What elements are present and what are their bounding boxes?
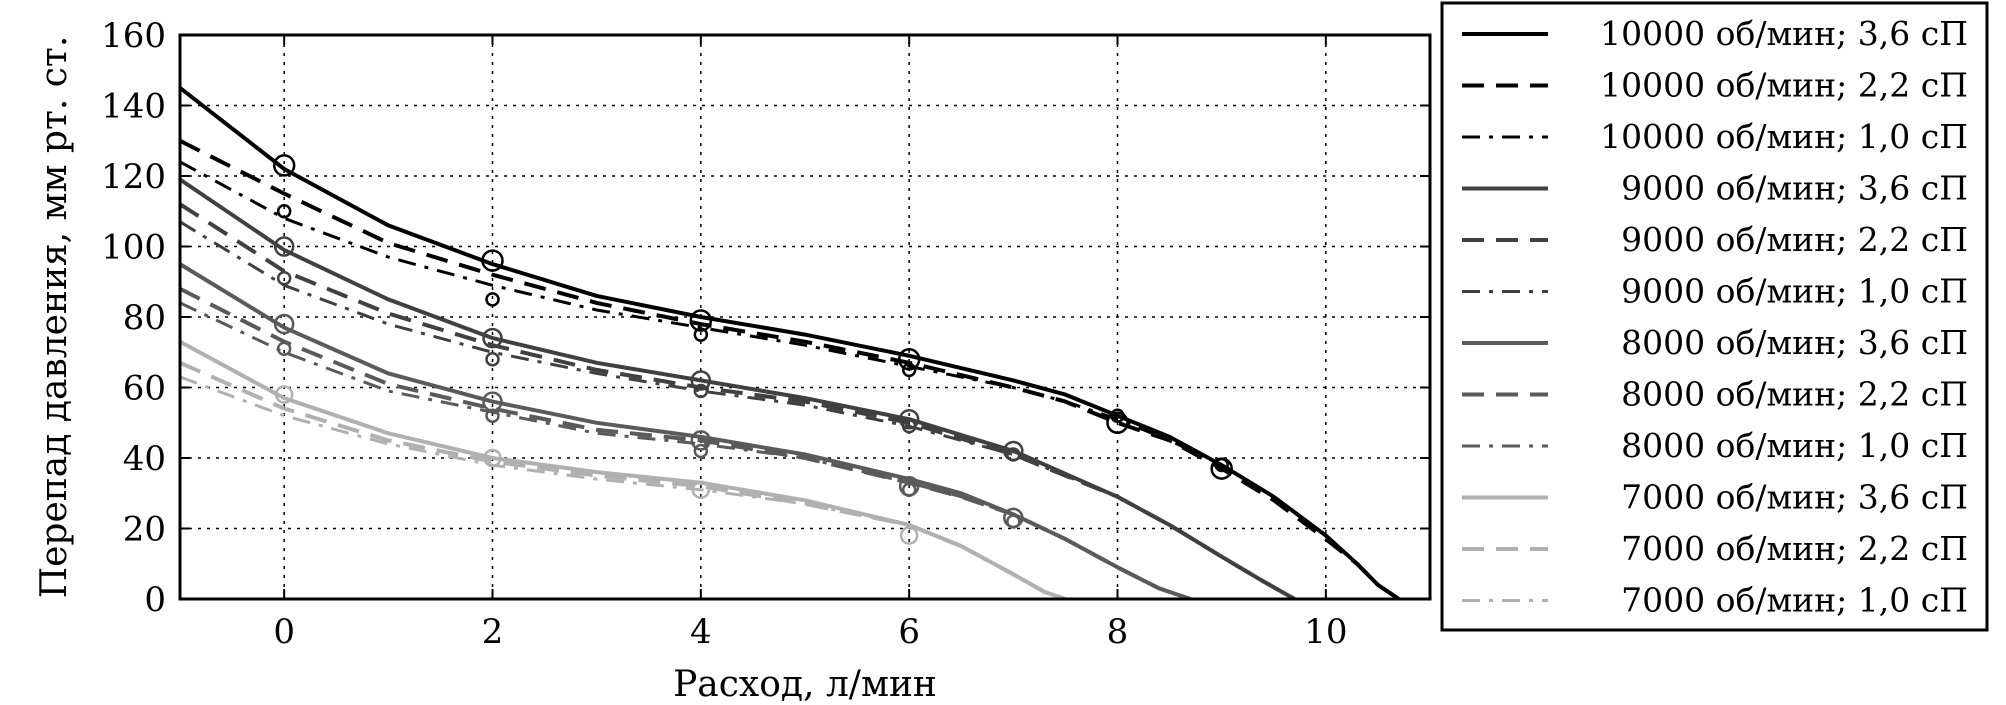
x-axis-label: Расход, л/мин [673,664,937,705]
data-point-marker [901,362,917,378]
curve-group [180,86,1400,599]
data-point-marker [901,482,917,497]
x-tick-label: 10 [1304,612,1347,652]
legend-frame [1440,1,1989,632]
data-point-marker [481,249,504,272]
data-point-marker [693,443,709,459]
data-point-marker [690,370,712,391]
data-point-marker [485,352,500,367]
data-point-marker [483,448,502,468]
legend: 10000 об/мин; 3,6 сП 10000 об/мин; 2,2 сП… [1440,1,1989,632]
legend-label: 10000 об/мин; 1,0 сП [1600,117,1968,156]
series-line [180,160,1400,599]
data-point-marker [689,309,713,332]
x-axis-ticks: 0 2 4 6 8 10 [273,35,1347,652]
y-tick-label: 80 [123,298,166,338]
y-tick-label: 0 [144,580,166,620]
series-line [180,287,1192,599]
y-tick-label: 20 [123,510,166,550]
legend-label: 7000 об/мин; 3,6 сП [1621,478,1968,517]
data-point-marker [1106,411,1129,434]
data-point-marker [693,327,709,342]
legend-label: 10000 об/мин; 3,6 сП [1600,14,1968,53]
x-tick-label: 8 [1107,612,1129,652]
y-tick-label: 100 [101,228,166,268]
data-point-marker [1006,514,1021,529]
legend-label: 9000 об/мин; 2,2 сП [1621,220,1968,259]
data-point-marker [276,204,292,219]
legend-label: 8000 об/мин; 1,0 сП [1621,426,1968,465]
y-tick-label: 40 [123,439,166,479]
data-point-marker [690,430,712,451]
x-tick-label: 2 [482,612,504,652]
data-point-marker [273,236,295,257]
legend-label: 9000 об/мин; 3,6 сП [1621,169,1968,208]
series-line [180,139,1400,599]
x-tick-label: 6 [898,612,920,652]
series-line [180,262,1192,599]
data-point-marker [485,292,500,307]
y-tick-label: 160 [101,16,166,56]
legend-label: 7000 об/мин; 1,0 сП [1621,581,1968,620]
series-line [180,339,1067,599]
y-tick-label: 120 [101,157,166,197]
y-tick-label: 140 [101,87,166,127]
series-line [180,202,1296,599]
series-line [180,177,1296,599]
data-point-marker [691,480,711,499]
x-tick-label: 0 [273,612,295,652]
data-point-marker [485,408,500,423]
data-point-marker [1110,408,1125,423]
y-axis-ticks: 0 20 40 60 80 100 120 140 160 [101,16,1430,620]
data-point-marker [272,154,296,177]
y-tick-label: 60 [123,369,166,409]
data-point-marker [897,348,921,371]
legend-label: 8000 об/мин; 3,6 сП [1621,323,1968,362]
data-point-marker [276,270,292,286]
legend-label: 9000 об/мин; 1,0 сП [1621,272,1968,311]
data-point-marker [274,385,294,404]
data-point-marker [273,313,295,335]
marker-group [272,154,1233,545]
data-point-marker [901,419,917,434]
legend-label: 8000 об/мин; 2,2 сП [1621,375,1968,414]
data-point-marker [693,383,709,399]
legend-label: 10000 об/мин; 2,2 сП [1600,66,1968,105]
data-point-marker [482,327,503,349]
data-point-marker [898,408,920,430]
x-tick-label: 4 [690,612,712,652]
data-point-marker [1214,457,1229,473]
series-line [180,360,1067,599]
legend-label: 7000 об/мин; 2,2 сП [1621,529,1968,568]
series-line [180,86,1400,599]
y-axis-label: Перепад давления, мм рт. ст. [34,36,75,599]
data-point-marker [1006,447,1021,462]
data-point-marker [899,526,919,545]
data-point-marker [276,341,292,356]
